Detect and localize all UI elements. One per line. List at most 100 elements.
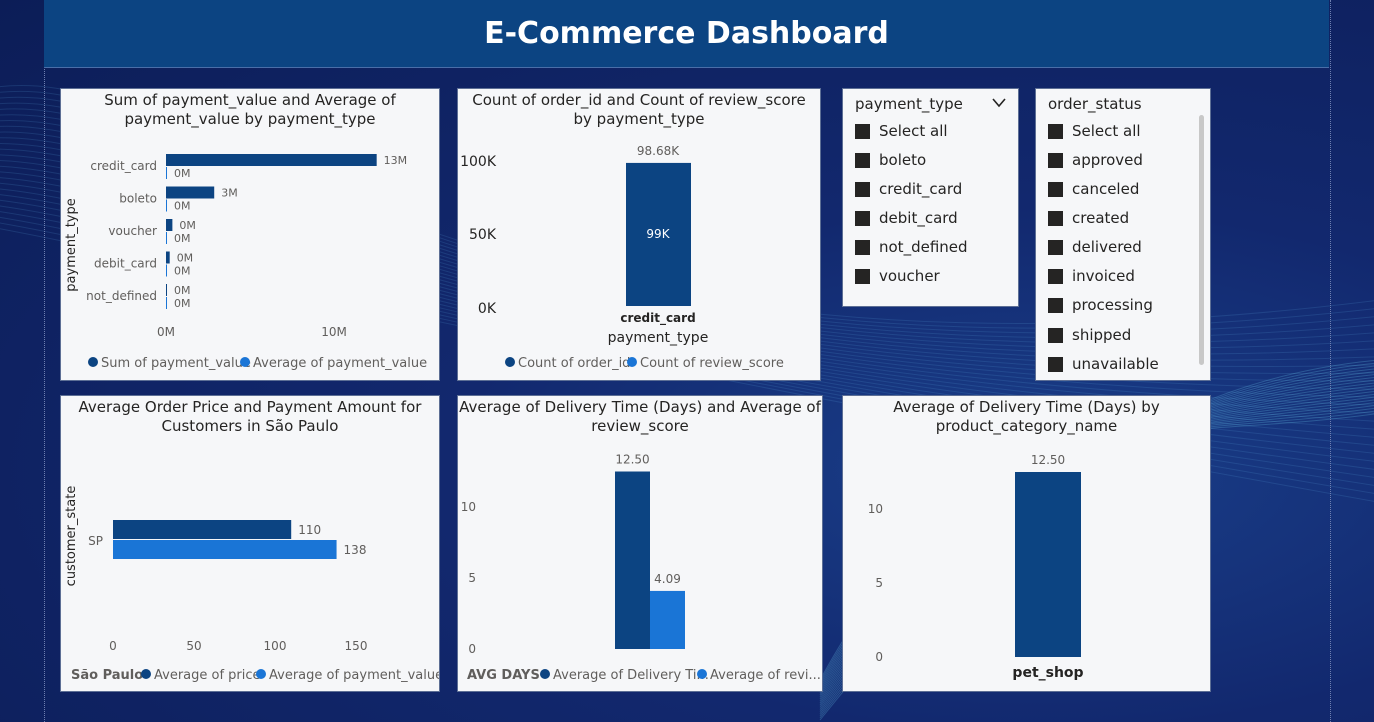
checkbox-icon[interactable]: [1048, 297, 1063, 313]
chart1-x-tick-0: 0M: [157, 325, 175, 339]
checkbox-icon[interactable]: [1048, 327, 1063, 343]
delivery-by-category-card[interactable]: Average of Delivery Time (Days) by produ…: [842, 395, 1211, 692]
status-slicer-item-approved[interactable]: approved: [1048, 151, 1143, 169]
payment-slicer-label: debit_card: [879, 209, 958, 227]
chart1-bar-debit_card-avg[interactable]: [166, 264, 167, 277]
chart1-legend-avg[interactable]: Average of payment_value: [253, 356, 427, 371]
status-slicer-label: shipped: [1072, 326, 1132, 344]
chart3-legend-prefix: São Paulo: [71, 668, 143, 683]
chart2-legend-marker-order: [505, 357, 515, 367]
checkbox-icon[interactable]: [1048, 123, 1063, 139]
chart1-legend-sum[interactable]: Sum of payment_value: [101, 356, 251, 371]
chart1-data-label: 0M: [174, 297, 191, 310]
payment-slicer-label: credit_card: [879, 180, 963, 198]
chart5-bar-pet-shop[interactable]: [1015, 472, 1081, 657]
checkbox-icon[interactable]: [1048, 356, 1063, 372]
checkbox-icon[interactable]: [855, 123, 870, 139]
checkbox-icon[interactable]: [1048, 152, 1063, 168]
chart3-x-tick-100: 100: [264, 639, 287, 653]
status-slicer-item-shipped[interactable]: shipped: [1048, 326, 1131, 344]
chart3-legend-price[interactable]: Average of price: [154, 668, 261, 683]
chart1-bar-credit_card-sum[interactable]: [166, 154, 377, 166]
chart3-bar-sp-price[interactable]: [113, 520, 292, 539]
payment-slicer-item-debit-card[interactable]: debit_card: [855, 209, 958, 227]
chart2-x-axis-label: payment_type: [608, 330, 709, 346]
chart2-legend-review[interactable]: Count of review_score: [640, 356, 784, 371]
status-slicer-item-invoiced[interactable]: invoiced: [1048, 267, 1135, 285]
chart3-data-label: 110: [298, 523, 321, 537]
chart5-y-tick-10: 10: [868, 502, 883, 516]
chart5-title-line2: product_category_name: [935, 417, 1118, 435]
chart2-legend-order[interactable]: Count of order_id: [518, 356, 630, 371]
payment-slicer-label: voucher: [879, 267, 940, 285]
status-slicer-item-processing[interactable]: processing: [1048, 296, 1153, 314]
payment-slicer-item-boleto[interactable]: boleto: [855, 151, 926, 169]
chart1-data-label: 0M: [174, 265, 191, 278]
chart3-bar-sp-payment[interactable]: [113, 540, 337, 559]
checkbox-icon[interactable]: [1048, 181, 1063, 197]
chart1-bar-not_defined-sum[interactable]: [166, 284, 167, 296]
checkbox-icon[interactable]: [855, 181, 870, 197]
chart1-bar-boleto-avg[interactable]: [166, 199, 167, 212]
sao-paulo-price-card[interactable]: Average Order Price and Payment Amount f…: [60, 395, 440, 692]
chevron-down-icon[interactable]: [992, 98, 1006, 108]
payment-type-slicer[interactable]: payment_type Select all boleto credit_ca…: [842, 88, 1019, 307]
chart4-legend-delivery[interactable]: Average of Delivery Ti...: [553, 668, 709, 683]
status-slicer-item-select-all[interactable]: Select all: [1048, 122, 1141, 140]
chart4-bar-review[interactable]: [650, 590, 685, 649]
chart2-y-tick-2: 0K: [478, 301, 497, 317]
chart3-title-line2: Customers in São Paulo: [161, 417, 339, 435]
status-slicer-item-delivered[interactable]: delivered: [1048, 238, 1142, 256]
chart3-title: Average Order Price and Payment Amount f…: [61, 398, 439, 436]
order-count-by-type-card[interactable]: Count of order_id and Count of review_sc…: [457, 88, 821, 381]
checkbox-icon[interactable]: [855, 210, 870, 226]
status-slicer-item-created[interactable]: created: [1048, 209, 1129, 227]
delivery-vs-review-card[interactable]: Average of Delivery Time (Days) and Aver…: [457, 395, 823, 692]
chart5-plot: 10 5 0 12.50 pet_shop: [868, 453, 1084, 681]
chart1-bar-voucher-sum[interactable]: [166, 219, 173, 231]
order-status-slicer[interactable]: order_status Select all approved cancele…: [1035, 88, 1211, 381]
chart1-x-tick-1: 10M: [321, 325, 347, 339]
slicer-scrollbar[interactable]: [1199, 115, 1204, 365]
checkbox-icon[interactable]: [855, 239, 870, 255]
status-slicer-label: created: [1072, 209, 1130, 227]
status-slicer-label: invoiced: [1072, 267, 1135, 285]
chart3-legend-payment[interactable]: Average of payment_value: [269, 668, 439, 683]
chart4-legend-prefix: AVG DAYS: [467, 668, 540, 683]
status-slicer-item-unavailable[interactable]: unavailable: [1048, 355, 1159, 373]
chart1-bar-boleto-sum[interactable]: [166, 186, 215, 199]
chart1-data-label: 0M: [174, 200, 191, 213]
chart1-y-tick-not_defined: not_defined: [86, 289, 157, 303]
checkbox-icon[interactable]: [855, 268, 870, 284]
checkbox-icon[interactable]: [1048, 210, 1063, 226]
chart1-bar-credit_card-avg[interactable]: [166, 167, 167, 179]
chart2-bar-credit-card[interactable]: [626, 162, 691, 306]
payment-slicer-item-not-defined[interactable]: not_defined: [855, 238, 968, 256]
order-status-slicer-title: order_status: [1048, 95, 1142, 113]
status-slicer-label: approved: [1072, 151, 1143, 169]
checkbox-icon[interactable]: [855, 152, 870, 168]
chart1-bar-voucher-avg[interactable]: [166, 232, 167, 244]
chart3-x-tick-0: 0: [109, 639, 117, 653]
chart4-bar-delivery[interactable]: [615, 471, 650, 650]
chart1-bar-debit_card-sum[interactable]: [166, 251, 170, 264]
chart3-y-axis-label: customer_state: [64, 486, 79, 587]
chart5-data-label: 12.50: [1031, 453, 1065, 467]
chart1-bar-not_defined-avg[interactable]: [166, 297, 167, 309]
chart2-bar-top-label: 98.68K: [637, 144, 680, 158]
chart2-y-tick-0: 100K: [460, 154, 497, 170]
status-slicer-item-canceled[interactable]: canceled: [1048, 180, 1139, 198]
chart1-y-tick-boleto: boleto: [119, 192, 157, 206]
checkbox-icon[interactable]: [1048, 239, 1063, 255]
chart2-x-tick-credit-card: credit_card: [620, 311, 695, 326]
chart2-title-line2: by payment_type: [573, 110, 705, 128]
checkbox-icon[interactable]: [1048, 268, 1063, 284]
payment-slicer-item-voucher[interactable]: voucher: [855, 267, 940, 285]
payment-value-by-type-card[interactable]: Sum of payment_value and Average of paym…: [60, 88, 440, 381]
payment-slicer-item-select-all[interactable]: Select all: [855, 122, 948, 140]
chart1-data-label: 0M: [174, 232, 191, 245]
chart4-legend-review[interactable]: Average of revi...: [710, 668, 821, 683]
chart1-y-axis-label: payment_type: [64, 198, 79, 291]
payment-slicer-item-credit-card[interactable]: credit_card: [855, 180, 962, 198]
chart1-data-label: 0M: [177, 252, 194, 265]
